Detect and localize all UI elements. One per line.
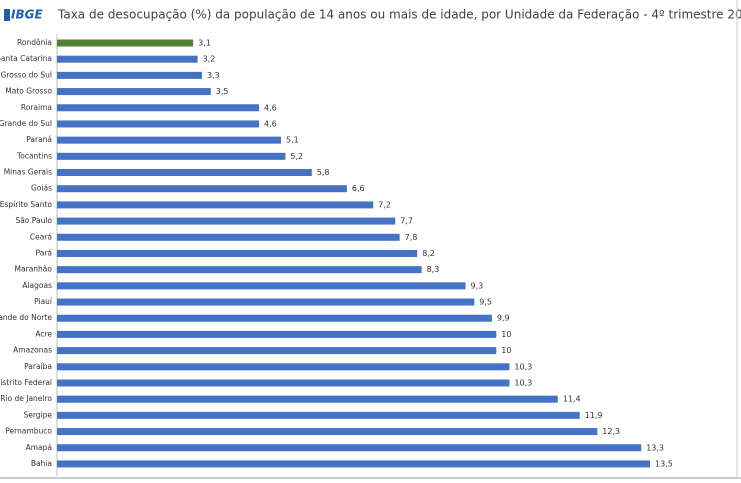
logo-icon: [4, 9, 10, 21]
category-label: Ceará: [30, 232, 52, 241]
category-label: Roraima: [21, 103, 52, 112]
bar: [57, 217, 396, 225]
bar: [57, 363, 510, 371]
value-label: 11,9: [585, 411, 603, 420]
category-label: São Paulo: [15, 216, 52, 225]
category-label: Minas Gerais: [4, 168, 52, 177]
category-label: Amazonas: [13, 346, 52, 355]
bar: [57, 428, 598, 436]
category-label: Mato Grosso: [5, 87, 52, 96]
value-label: 12,3: [602, 427, 620, 436]
bar: [57, 152, 286, 160]
value-label: 8,3: [427, 265, 440, 274]
value-label: 6,6: [352, 184, 365, 193]
value-label: 11,4: [563, 395, 581, 404]
bar: [57, 71, 202, 79]
category-label: Pernambuco: [5, 427, 52, 436]
bar: [57, 330, 497, 338]
bar: [57, 347, 497, 355]
bar: [57, 169, 312, 177]
category-label: Rio de Janeiro: [0, 394, 52, 403]
bar: [57, 266, 422, 274]
category-label: Espírito Santo: [0, 200, 52, 209]
bar: [57, 39, 194, 47]
value-label: 9,5: [479, 298, 492, 307]
bar: [57, 395, 558, 403]
bar: [57, 120, 260, 128]
value-label: 3,3: [207, 71, 220, 80]
value-label: 3,2: [203, 55, 216, 64]
category-label: istrito Federal: [0, 378, 52, 387]
value-label: 9,9: [497, 314, 510, 323]
bar: [57, 88, 211, 96]
category-label: Goiás: [31, 184, 52, 193]
bar: [57, 298, 475, 306]
category-label: Pará: [36, 248, 52, 257]
category-label: Rondônia: [17, 38, 52, 47]
value-label: 7,8: [405, 233, 418, 242]
bar: [57, 460, 650, 468]
value-label: 13,5: [655, 459, 673, 468]
value-label: 10,3: [514, 362, 532, 371]
value-label: 4,6: [264, 119, 277, 128]
value-label: 4,6: [264, 103, 277, 112]
category-label: Maranhão: [15, 265, 53, 274]
value-label: 3,5: [216, 87, 229, 96]
value-label: 5,8: [317, 168, 330, 177]
bar: [57, 282, 466, 290]
category-label: Sergipe: [23, 410, 52, 419]
value-label: 7,7: [400, 217, 413, 226]
category-label: Paraíba: [24, 362, 52, 371]
bar: [57, 379, 510, 387]
bar: [57, 55, 198, 63]
value-label: 7,2: [378, 200, 391, 209]
bar: [57, 185, 347, 193]
value-label: 13,3: [646, 443, 664, 452]
value-label: 3,1: [198, 39, 211, 48]
category-label: Tocantins: [16, 151, 52, 160]
category-label: Bahia: [31, 459, 52, 468]
category-label: Piauí: [34, 297, 53, 306]
category-label: Alagoas: [22, 281, 52, 290]
value-label: 9,3: [471, 281, 484, 290]
chart-title: Taxa de desocupação (%) da população de …: [57, 8, 741, 22]
logo: IBGE: [11, 8, 43, 22]
value-label: 10,3: [514, 378, 532, 387]
value-label: 5,2: [290, 152, 303, 161]
bar: [57, 136, 282, 144]
category-label: Acre: [35, 329, 52, 338]
category-label: Santa Catarina: [0, 54, 52, 63]
category-label: Grande do Sul: [0, 119, 52, 128]
bar: [57, 411, 580, 419]
bar: [57, 314, 492, 322]
value-label: 10: [501, 330, 511, 339]
value-label: 10: [501, 346, 511, 355]
bar: [57, 233, 400, 241]
category-label: Amapá: [26, 443, 52, 452]
value-label: 8,2: [422, 249, 435, 258]
value-label: 5,1: [286, 136, 299, 145]
bar: [57, 104, 260, 112]
bar: [57, 249, 418, 257]
category-label: o Grosso do Sul: [0, 70, 52, 79]
bar: [57, 201, 374, 209]
category-label: ande do Norte: [0, 313, 52, 322]
bar: [57, 444, 642, 452]
category-label: Paraná: [26, 135, 52, 144]
